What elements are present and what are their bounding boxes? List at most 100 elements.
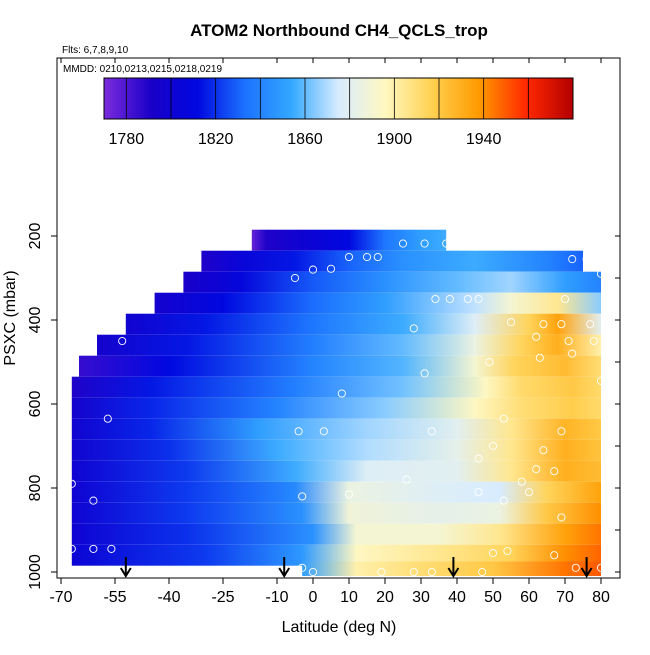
x-tick-label: 40 [448,589,466,606]
sample-point [582,255,591,264]
colorbar-tick-label: 1820 [198,131,234,148]
sample-point [539,446,548,455]
flight-arrow [278,557,291,578]
sample-point [431,294,440,304]
sample-point [524,488,534,497]
sample-point [488,441,498,451]
heatmap-band [71,523,602,545]
sample-point [373,252,382,262]
sample-point [420,369,429,378]
sample-point [107,544,116,553]
chart-title: ATOM2 Northbound CH4_QCLS_trop [190,21,488,40]
sample-point [532,465,541,474]
heatmap-band [183,271,601,293]
x-tick-label: -10 [265,589,288,606]
sample-point [485,357,494,367]
sample-point [319,427,328,436]
sample-point [474,488,483,497]
sample-point [557,513,566,522]
heatmap-band [201,250,583,272]
colorbar-tick-label: 1900 [377,131,413,148]
sample-point [89,544,98,553]
sample-point [557,320,566,329]
sample-point [409,324,418,333]
y-tick-label: 200 [27,223,44,250]
sample-point [64,357,73,367]
sample-point [377,567,386,577]
x-axis-label: Latitude (deg N) [282,619,397,636]
x-tick-label: 30 [412,589,430,606]
sample-point [89,496,98,505]
y-tick-label: 800 [27,475,44,502]
heatmap-band [71,544,602,566]
heatmap-band [154,292,601,314]
sample-point [474,454,483,463]
heatmap-band [71,397,602,419]
sample-point [337,389,346,398]
heatmap-band [71,376,602,398]
heatmap-band [71,481,602,503]
sample-point [596,269,606,278]
plot-frame [56,57,621,579]
heatmap-bands [71,229,602,576]
heatmap-band [71,439,602,461]
x-tick-label: 10 [340,589,358,606]
sample-point [290,273,300,283]
sample-point [67,544,76,553]
heatmap-band [97,334,601,356]
x-tick-label: 50 [484,589,502,606]
sample-point [499,414,508,423]
heatmap-band [302,561,601,576]
sample-point [362,252,372,262]
flights-label: Flts: 6,7,8,9,10 [62,45,129,56]
flight-arrow [119,557,132,578]
sample-point [586,320,595,329]
sample-point [488,549,498,558]
sample-point [550,467,559,476]
heatmap-band [71,460,602,482]
x-tick-label: -40 [157,589,180,606]
flight-arrow [447,557,460,578]
sample-point [308,265,318,274]
sample-point [420,239,429,248]
sample-point [503,546,512,556]
heatmap-band [251,229,447,251]
sample-point [474,294,483,304]
x-tick-label: 80 [592,589,610,606]
sample-points [64,239,606,577]
sample-point [539,320,548,329]
axes: -70 -55 -40 -25 -10 0 10 20 30 40 50 60 70 80 200 400 60… [27,58,620,606]
y-tick-label: 1000 [27,554,44,590]
sample-point [67,479,76,488]
x-tick-label: -70 [49,589,72,606]
y-axis-label: PSXC (mbar) [2,270,19,365]
sample-point [463,294,472,304]
colorbar-tick-label: 1780 [109,131,145,148]
flight-arrow [580,557,593,578]
sample-point [308,567,318,577]
sample-point [596,376,606,385]
heatmap-band [71,418,602,440]
x-tick-label: 20 [376,589,394,606]
sample-point [506,318,516,327]
sample-point [427,427,436,436]
flight-arrows [119,557,593,578]
y-tick-label: 600 [27,391,44,418]
x-tick-label: -55 [103,589,126,606]
sample-point [568,255,577,264]
sample-point [427,567,436,577]
sample-point [344,490,354,499]
sample-point [517,477,526,486]
sample-point [499,496,508,505]
sample-point [402,475,411,484]
sample-point [589,336,598,346]
y-tick-label: 400 [27,307,44,334]
heatmap-band [79,355,601,377]
sample-point [294,427,303,436]
sample-point [564,336,573,346]
x-tick-label: 60 [520,589,538,606]
x-tick-label: 70 [556,589,574,606]
sample-point [445,294,454,304]
